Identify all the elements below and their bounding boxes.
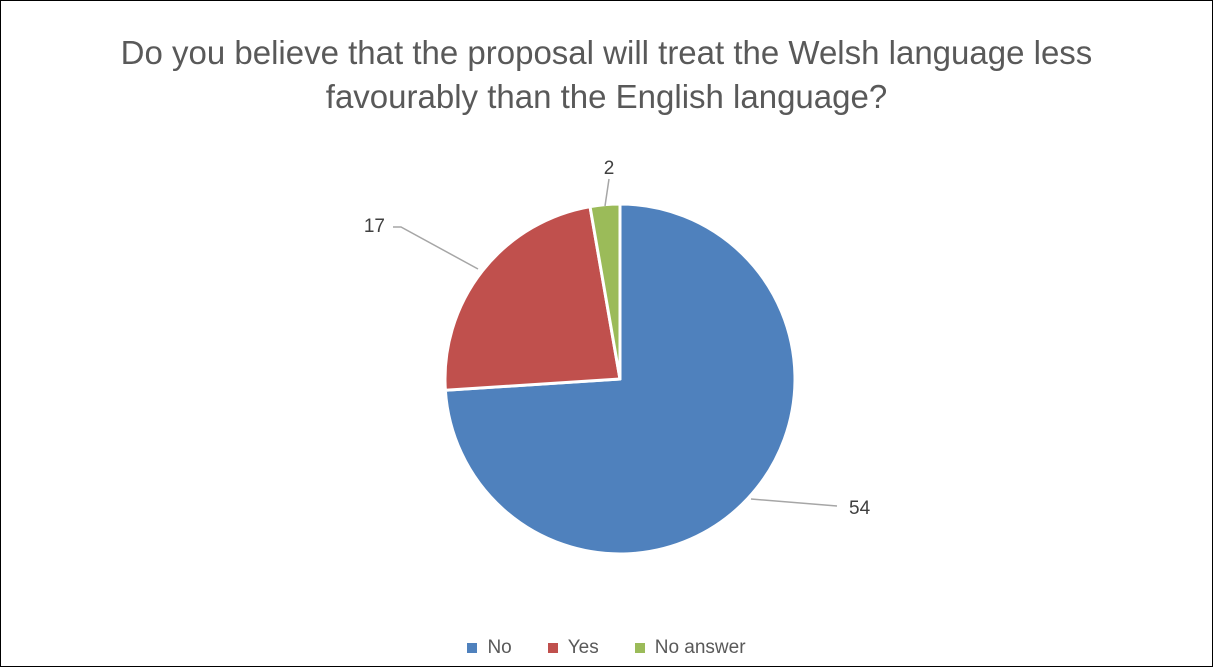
leader-line-yes bbox=[393, 226, 479, 270]
data-label-no: 54 bbox=[849, 498, 871, 519]
legend-swatch-no-answer bbox=[634, 643, 645, 653]
legend-swatch-no bbox=[467, 643, 478, 653]
legend-item-no-answer: No answer bbox=[634, 637, 746, 659]
data-label-yes: 17 bbox=[364, 216, 385, 237]
leader-line-no bbox=[750, 498, 838, 507]
chart-title: Do you believe that the proposal will tr… bbox=[120, 34, 1093, 115]
legend-item-no: No bbox=[467, 637, 512, 659]
legend: No Yes No answer bbox=[1, 637, 1212, 659]
legend-label-no-answer: No answer bbox=[654, 637, 746, 658]
legend-swatch-yes bbox=[547, 643, 558, 653]
legend-item-yes: Yes bbox=[547, 637, 599, 659]
legend-label-no: No bbox=[487, 637, 512, 658]
data-label-no-answer: 2 bbox=[604, 158, 615, 179]
legend-label-yes: Yes bbox=[567, 637, 599, 658]
pie-slice-yes bbox=[443, 205, 622, 392]
leader-line-no-answer bbox=[604, 178, 610, 207]
